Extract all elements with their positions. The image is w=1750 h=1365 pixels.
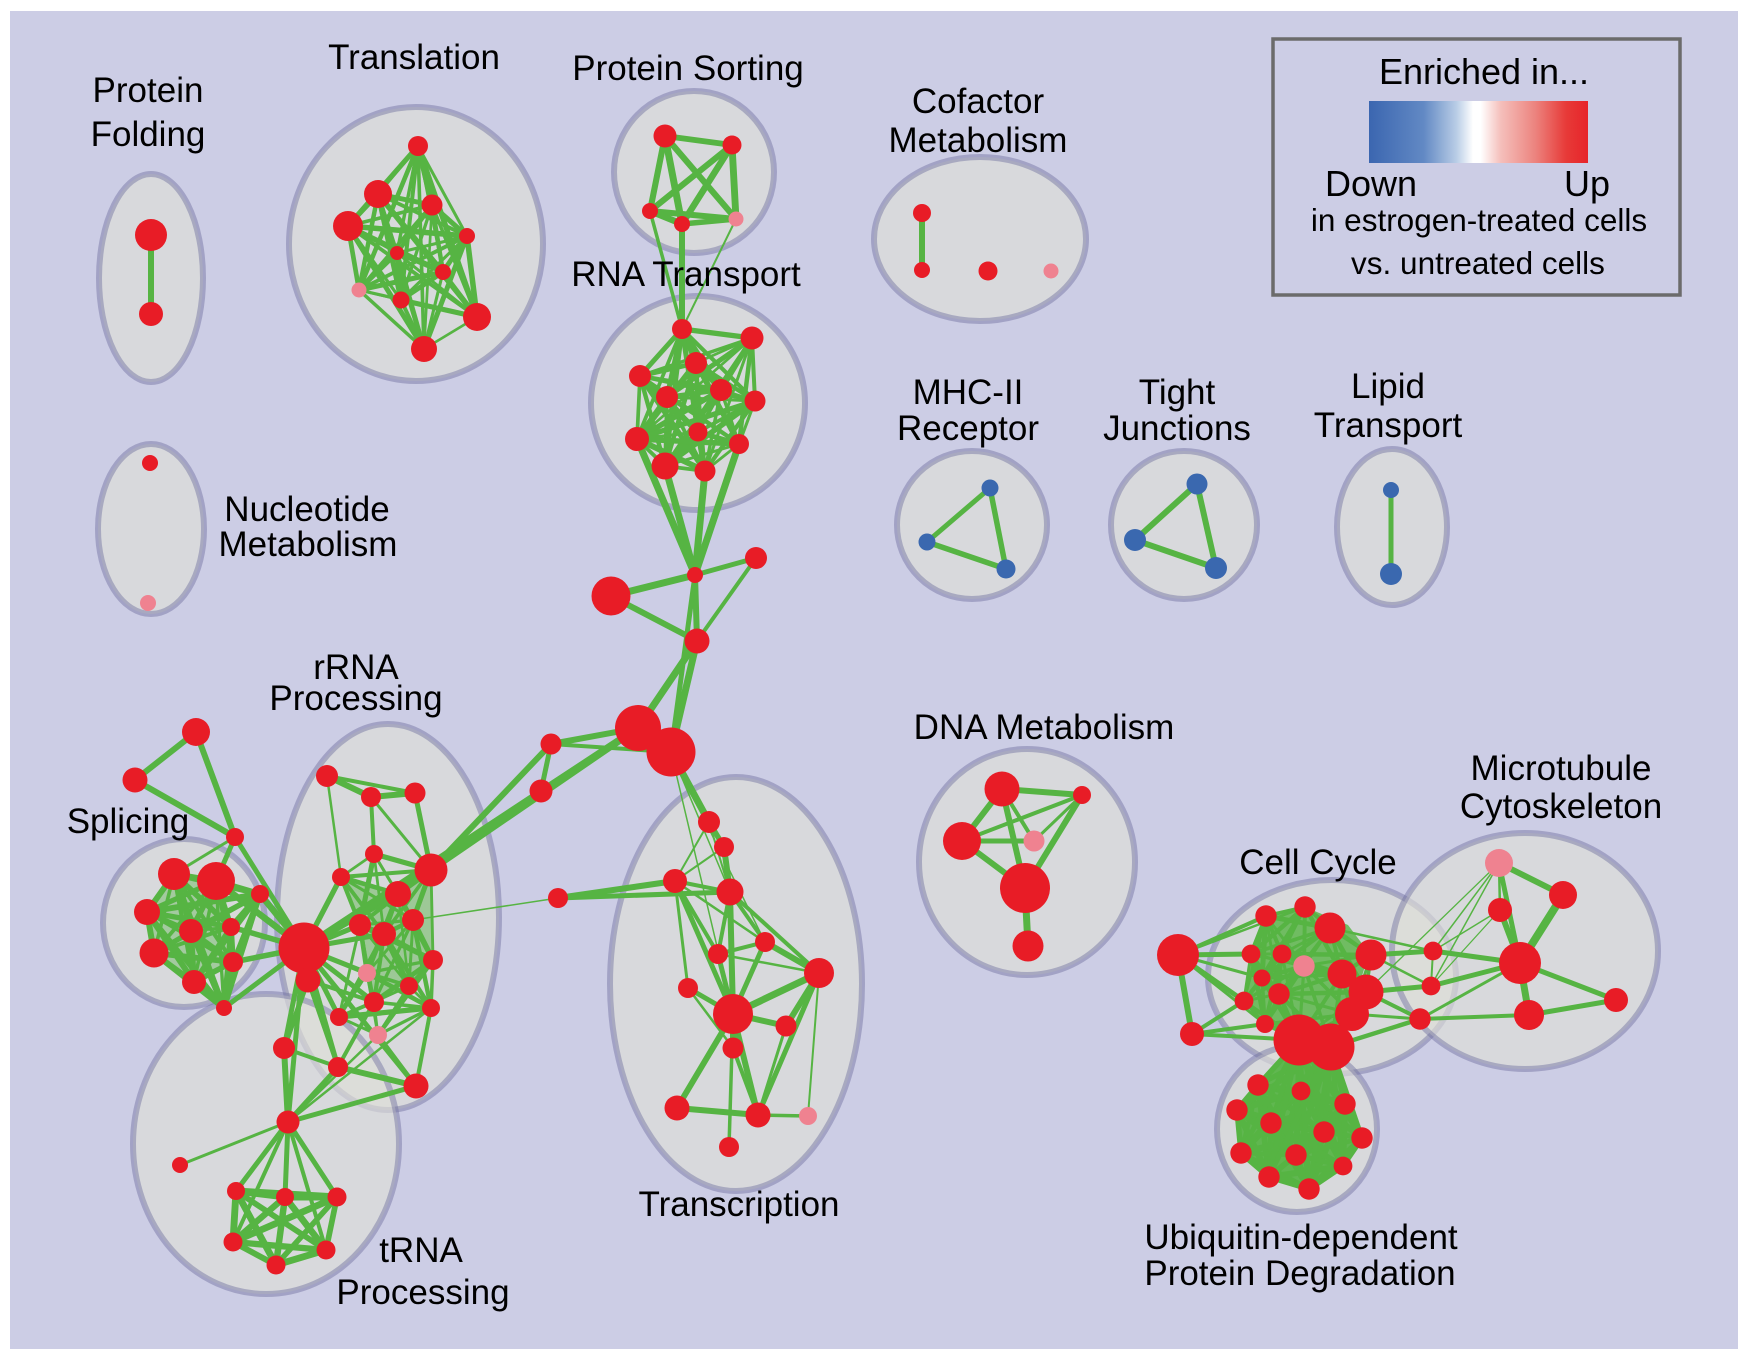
svg-text:tRNA: tRNA xyxy=(379,1231,463,1270)
svg-text:DNA Metabolism: DNA Metabolism xyxy=(914,708,1175,747)
svg-text:Protein Sorting: Protein Sorting xyxy=(572,49,804,88)
svg-text:rRNA: rRNA xyxy=(313,648,399,687)
svg-text:Folding: Folding xyxy=(91,115,206,154)
svg-text:Cell Cycle: Cell Cycle xyxy=(1239,843,1397,882)
svg-text:Splicing: Splicing xyxy=(67,802,190,841)
svg-text:Down: Down xyxy=(1325,163,1417,204)
svg-text:Up: Up xyxy=(1564,163,1610,204)
svg-text:vs. untreated cells: vs. untreated cells xyxy=(1351,245,1605,281)
svg-text:Enriched in...: Enriched in... xyxy=(1379,51,1589,92)
svg-text:in estrogen-treated cells: in estrogen-treated cells xyxy=(1311,202,1647,238)
svg-text:Receptor: Receptor xyxy=(897,409,1039,448)
svg-text:Tight: Tight xyxy=(1139,373,1216,412)
svg-text:Translation: Translation xyxy=(328,38,500,77)
svg-text:Cofactor: Cofactor xyxy=(912,82,1045,121)
svg-text:Metabolism: Metabolism xyxy=(889,121,1068,160)
svg-text:Protein Degradation: Protein Degradation xyxy=(1144,1254,1455,1293)
svg-text:Junctions: Junctions xyxy=(1103,409,1251,448)
svg-text:Metabolism: Metabolism xyxy=(219,525,398,564)
svg-text:Processing: Processing xyxy=(269,679,442,718)
svg-text:RNA Transport: RNA Transport xyxy=(571,255,801,294)
svg-text:Lipid: Lipid xyxy=(1351,367,1425,406)
svg-text:Protein: Protein xyxy=(93,71,204,110)
svg-text:Processing: Processing xyxy=(336,1273,509,1312)
svg-text:Transcription: Transcription xyxy=(639,1185,840,1224)
svg-text:Transport: Transport xyxy=(1314,406,1463,445)
svg-text:Ubiquitin-dependent: Ubiquitin-dependent xyxy=(1144,1218,1458,1257)
svg-text:MHC-II: MHC-II xyxy=(913,373,1024,412)
svg-text:Cytoskeleton: Cytoskeleton xyxy=(1460,787,1662,826)
svg-text:Microtubule: Microtubule xyxy=(1471,749,1652,788)
svg-text:Nucleotide: Nucleotide xyxy=(224,490,389,529)
